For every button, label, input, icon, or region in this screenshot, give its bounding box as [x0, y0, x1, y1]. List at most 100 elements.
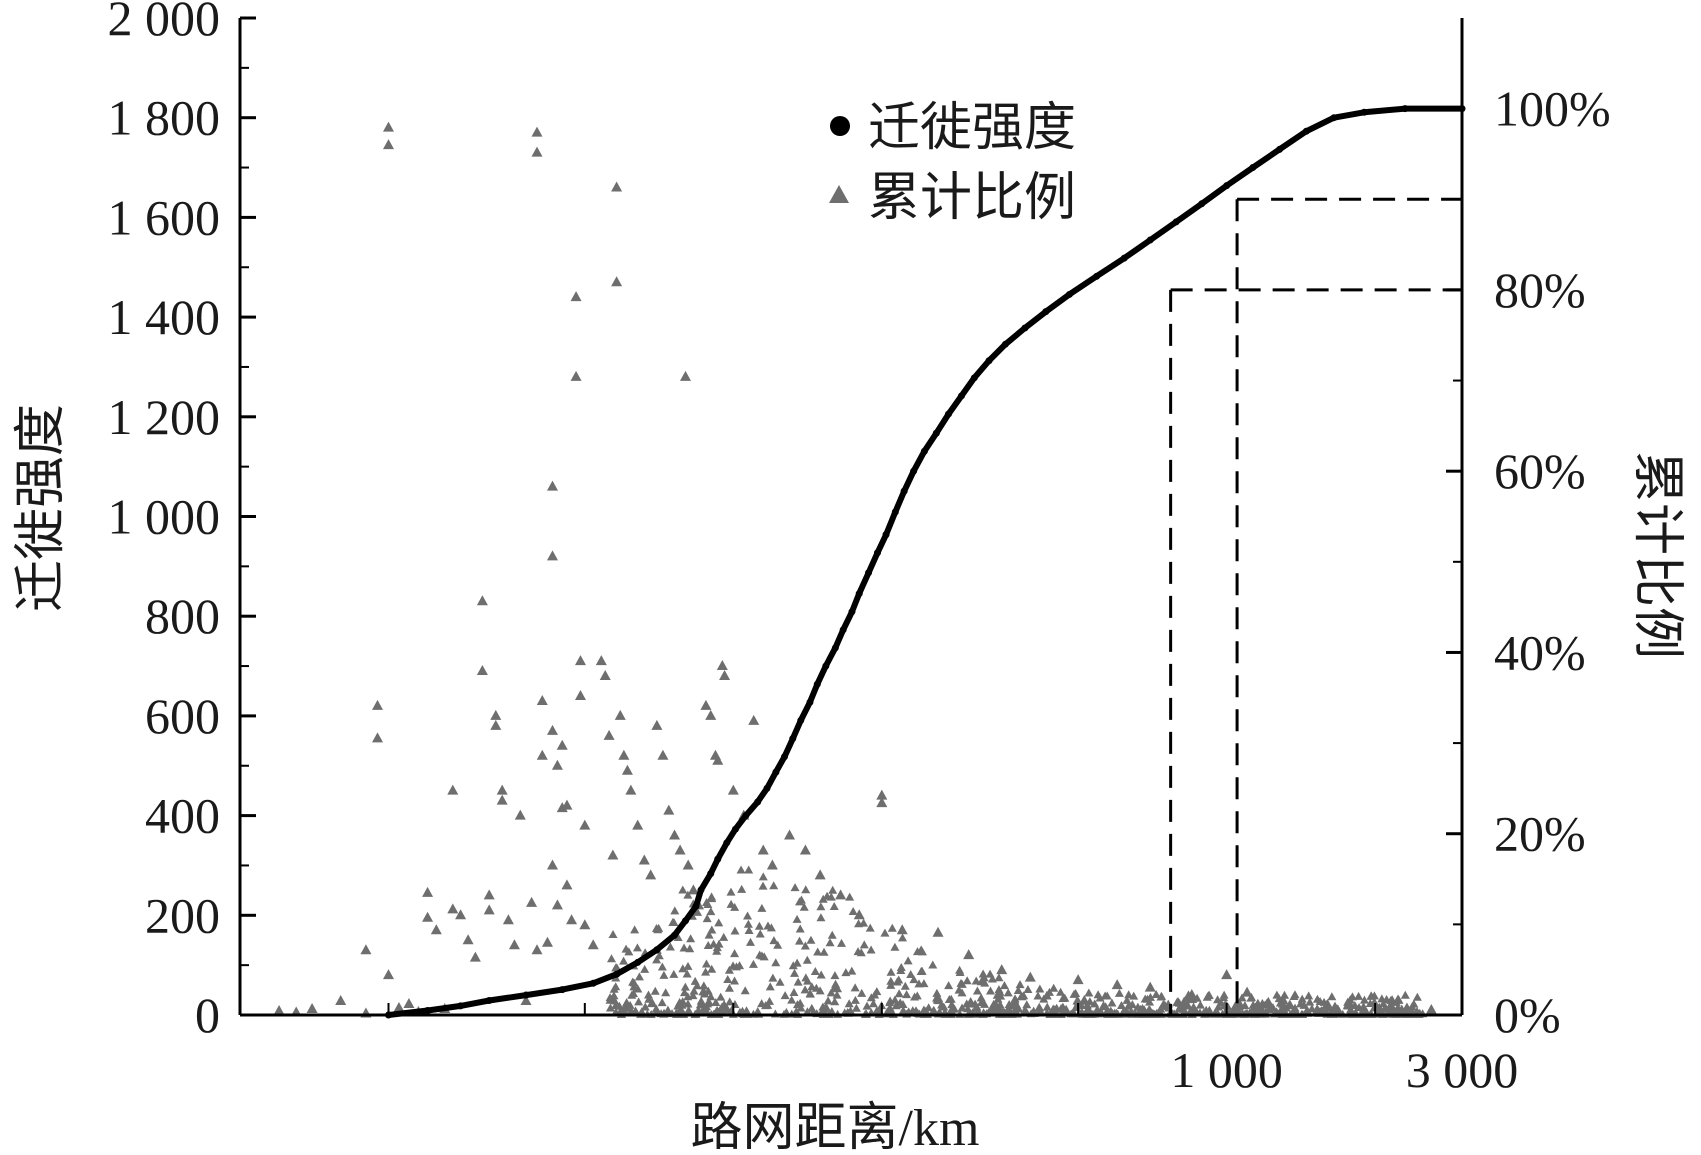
triangle-point [1409, 999, 1419, 1008]
triangle-point [825, 938, 835, 947]
circle-point [932, 429, 940, 437]
triangle-point [1327, 992, 1337, 1001]
triangle-point [916, 966, 926, 975]
triangle-point [496, 794, 508, 805]
triangle-point [393, 1002, 405, 1013]
triangle-point [700, 699, 712, 710]
triangle-point [614, 709, 626, 720]
triangle-point [859, 918, 869, 927]
triangle-point [1279, 1000, 1289, 1009]
x-tick-label: 1 000 [1170, 1042, 1283, 1098]
triangle-point [757, 844, 769, 855]
triangle-point [724, 983, 734, 992]
triangle-point [719, 670, 731, 681]
triangle-point [932, 993, 942, 1002]
triangle-point [1240, 1001, 1250, 1010]
triangle-point [716, 992, 726, 1001]
triangle-point [810, 966, 820, 975]
circle-point [424, 1006, 432, 1014]
triangle-point [1374, 1002, 1384, 1011]
triangle-point [1035, 1003, 1045, 1012]
triangle-point [726, 899, 736, 908]
triangle-point [526, 896, 538, 907]
triangle-point [661, 988, 671, 997]
triangle-point [632, 819, 644, 830]
triangle-point [765, 982, 775, 991]
triangle-point [682, 859, 694, 870]
triangle-point [690, 976, 700, 985]
triangle-point [1124, 990, 1134, 999]
triangle-point [726, 887, 736, 896]
triangle-point [862, 1001, 872, 1010]
triangle-point [703, 941, 713, 950]
triangle-point [1127, 1000, 1137, 1009]
triangle-point [1107, 998, 1117, 1007]
triangle-point [633, 984, 643, 993]
triangle-point [696, 996, 706, 1005]
triangle-point [947, 1000, 957, 1009]
triangle-point [1304, 991, 1314, 1000]
y-left-tick-label: 400 [145, 788, 220, 844]
circle-series [385, 105, 1466, 1019]
triangle-point [999, 981, 1009, 990]
legend-label-circle: 迁徙强度 [868, 100, 1076, 157]
triangle-point [743, 919, 753, 928]
triangle-point [1111, 979, 1123, 990]
triangle-point [1400, 990, 1410, 999]
triangle-point [680, 370, 692, 381]
circle-point [485, 996, 493, 1004]
triangle-point [646, 999, 656, 1008]
circle-point [763, 784, 771, 792]
triangle-point [802, 1007, 812, 1016]
triangle-point [1039, 994, 1049, 1003]
triangle-point [603, 729, 615, 740]
circle-point [682, 917, 690, 925]
triangle-point [541, 936, 553, 947]
circle-point [522, 991, 530, 999]
triangle-point [1305, 997, 1315, 1006]
triangle-point [944, 981, 954, 990]
triangle-point [906, 970, 916, 979]
triangle-point [692, 981, 702, 990]
triangle-point [619, 1003, 629, 1012]
triangle-point [1359, 1002, 1369, 1011]
triangle-point [638, 854, 650, 865]
triangle-point [766, 923, 776, 932]
triangle-point [966, 997, 976, 1006]
circle-point [781, 753, 789, 761]
circle-point [813, 680, 821, 688]
triangle-point [928, 960, 938, 969]
y-left-tick-label: 2 000 [108, 0, 221, 46]
y-right-tick-label: 60% [1494, 443, 1586, 499]
triangle-point [1297, 994, 1307, 1003]
triangle-point [748, 959, 758, 968]
triangle-point [579, 919, 591, 930]
triangle-point [970, 999, 980, 1008]
triangle-point [496, 784, 508, 795]
triangle-point [866, 993, 876, 1002]
triangle-point [1385, 1000, 1395, 1009]
triangle-point [980, 978, 990, 987]
triangle-point [673, 1001, 683, 1010]
y-left-tick-label: 600 [145, 688, 220, 744]
triangle-point [634, 972, 644, 981]
triangle-point [1246, 992, 1256, 1001]
y-axis-right-title: 累计比例 [1628, 451, 1685, 659]
triangle-point [670, 906, 680, 915]
triangle-point [924, 1003, 934, 1012]
triangle-point [816, 913, 826, 922]
triangle-point [902, 990, 912, 999]
triangle-point [1050, 1005, 1060, 1014]
triangle-point [707, 964, 717, 973]
triangle-point [886, 967, 896, 976]
triangle-point [789, 968, 799, 977]
triangle-point [1003, 988, 1013, 997]
triangle-point [829, 983, 839, 992]
triangle-point [976, 993, 986, 1002]
triangle-point [1191, 1007, 1201, 1016]
triangle-point [546, 550, 558, 561]
triangle-point [796, 1003, 806, 1012]
triangle-point [903, 956, 913, 965]
triangle-point [912, 991, 922, 1000]
circle-point [1021, 324, 1029, 332]
